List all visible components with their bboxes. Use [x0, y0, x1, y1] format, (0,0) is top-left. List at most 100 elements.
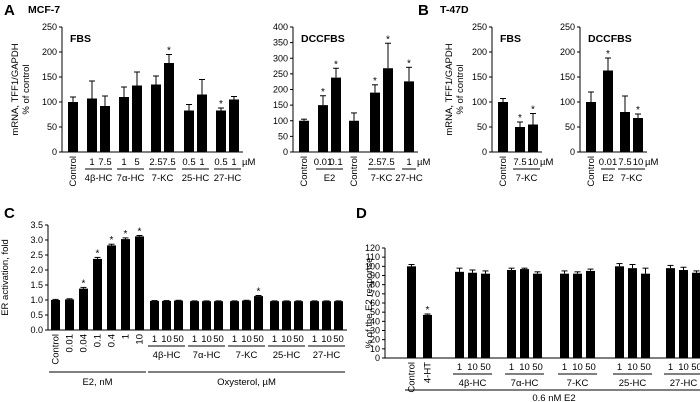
x-category-label: 10 — [161, 334, 172, 345]
y-tick-label: 100 — [472, 97, 487, 107]
chart-c: 0.0 0.5 1.0 1.5 2.0 2.5 3.0 3.5 * * * * * * ER activat… — [0, 220, 347, 388]
x-category-label: 0.01 — [65, 334, 76, 353]
bar — [318, 105, 328, 152]
group-label: 7α-HC — [193, 350, 221, 361]
chart-title: FBS — [500, 33, 521, 45]
y-tick-label: 300 — [273, 53, 288, 63]
bar — [270, 301, 279, 330]
significance-marker: * — [518, 113, 522, 124]
x-category-label: 10 — [241, 334, 252, 345]
significance-marker: * — [167, 46, 171, 57]
y-tick-label: 200 — [560, 47, 575, 57]
x-category-label: 10 — [572, 362, 583, 373]
group-label: 7-KC — [567, 378, 589, 389]
x-category-label: 50 — [480, 362, 491, 373]
x-category-label: Control — [407, 362, 418, 393]
x-category-label: 50 — [213, 334, 224, 345]
y-tick-label: 100 — [273, 116, 288, 126]
group-label: 25-HC — [273, 350, 301, 361]
bar — [150, 300, 159, 330]
group-label: 4β-HC — [459, 378, 487, 389]
x-category-label: 10 — [467, 362, 478, 373]
x-category-label: 1 — [406, 157, 411, 168]
group-label: 7-KC — [371, 173, 393, 184]
y-tick-label: 200 — [273, 85, 288, 95]
y-tick-label: 150 — [472, 72, 487, 82]
x-category-label: Control — [498, 156, 509, 187]
significance-marker: * — [219, 99, 223, 110]
bar — [423, 314, 432, 358]
y-tick-label: 150 — [273, 100, 288, 110]
x-axis-label: Oxysterol, µM — [217, 377, 276, 388]
y-tick-label: 0.0 — [30, 325, 43, 335]
group-label: E2 — [602, 173, 614, 184]
y-tick-label: 100 — [560, 97, 575, 107]
y-tick-label: 100 — [42, 97, 57, 107]
x-category-label: 0.5 — [214, 157, 227, 168]
x-category-label: 0.1 — [93, 334, 104, 347]
x-category-label: Control — [586, 156, 597, 187]
x-category-label: 5 — [134, 157, 139, 168]
y-tick-label: 50 — [370, 307, 380, 317]
significance-marker: * — [138, 227, 142, 238]
x-category-label: 7.5 — [618, 157, 631, 168]
y-tick-label: 250 — [560, 22, 575, 32]
bar — [628, 268, 637, 358]
y-tick-label: 110 — [366, 252, 380, 262]
chart-title: DCCFBS — [301, 33, 345, 45]
group-label: E2 — [324, 173, 336, 184]
x-category-label: 0.4 — [107, 334, 118, 347]
y-tick-label: 200 — [42, 47, 57, 57]
y-tick-label: 80 — [370, 280, 380, 290]
x-category-label: 0.01 — [314, 157, 333, 168]
bar — [507, 270, 516, 358]
bar — [299, 120, 309, 152]
group-label: 27-HC — [670, 378, 698, 389]
bar — [87, 98, 97, 152]
bar — [515, 127, 525, 152]
y-axis-label: mRNA, TFF1/GAPDH — [10, 43, 21, 135]
x-category-label: 1 — [121, 334, 132, 339]
x-category-label: 0.1 — [329, 157, 342, 168]
bar — [586, 270, 595, 358]
x-category-label: 50 — [333, 334, 344, 345]
y-tick-label: 150 — [42, 72, 57, 82]
bar — [383, 68, 393, 152]
x-category-label: 1 — [121, 157, 126, 168]
group-label: 7-KC — [516, 173, 538, 184]
x-category-label: 50 — [640, 362, 651, 373]
y-axis-label: ER activation, fold — [0, 239, 11, 316]
bar — [100, 106, 110, 152]
x-category-label: 1 — [199, 157, 204, 168]
significance-marker: * — [636, 105, 640, 116]
y-tick-label: 90 — [370, 271, 380, 281]
bar — [135, 236, 144, 330]
unit-label: µM — [417, 157, 430, 168]
unit-label: µM — [645, 157, 658, 168]
group-label: 7-KC — [236, 350, 258, 361]
unit-label: µM — [540, 157, 553, 168]
significance-marker: * — [606, 49, 610, 60]
x-category-label: 2.5 — [149, 157, 162, 168]
x-category-label: Control — [349, 156, 360, 187]
bar — [164, 63, 174, 152]
chart-a-fbs: 0 50 100 150 200 250 * * mRNA, TFF1/GAPDH% of co… — [10, 22, 255, 187]
y-tick-label: 0 — [52, 147, 57, 157]
significance-marker: * — [373, 76, 377, 87]
y-tick-label: 250 — [273, 69, 288, 79]
x-category-label: 1 — [509, 362, 514, 373]
x-axis-label: 0.6 nM E2 — [532, 393, 575, 402]
chart-title: DCCFBS — [588, 33, 632, 45]
x-category-label: 50 — [293, 334, 304, 345]
bar — [197, 94, 207, 152]
x-category-label: 1 — [192, 334, 197, 345]
x-category-label: 0.04 — [79, 334, 90, 353]
x-category-label: 7.5 — [98, 157, 111, 168]
significance-marker: * — [531, 105, 535, 116]
bar — [282, 301, 291, 330]
panel-label-c: C — [4, 205, 15, 222]
x-category-label: 10 — [678, 362, 689, 373]
y-tick-label: 50 — [565, 122, 575, 132]
y-tick-label: 120 — [365, 243, 380, 253]
bar — [641, 273, 650, 358]
